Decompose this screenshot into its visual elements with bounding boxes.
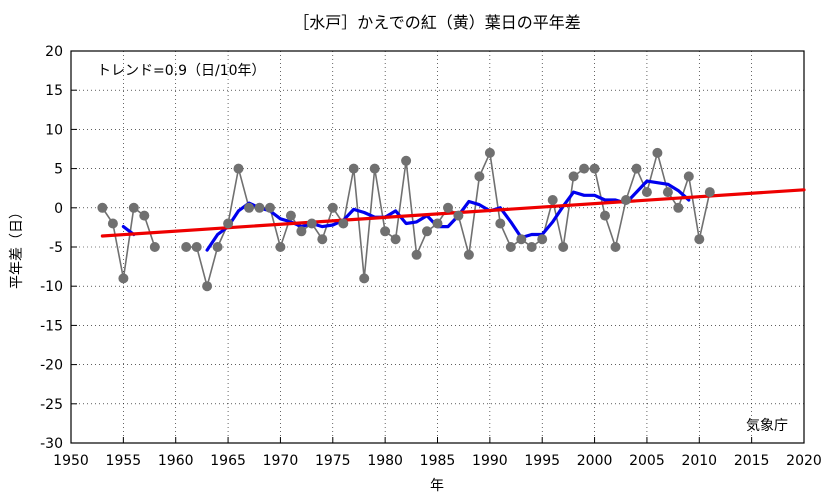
observed-point — [191, 242, 202, 252]
axis-ticks: 1950 1955 1960 1965 1970 1975 1980 1985 1990 1995… — [40, 44, 822, 469]
observed-point — [600, 210, 610, 221]
observed-point — [579, 163, 590, 174]
observed-point — [317, 234, 328, 245]
x-tick-label: 2000 — [577, 453, 613, 469]
observed-point — [589, 163, 600, 174]
observed-point — [631, 163, 642, 174]
observed-point — [683, 171, 694, 182]
x-tick-label: 2015 — [734, 453, 770, 469]
observed-point — [223, 218, 234, 229]
observed-point — [474, 171, 485, 182]
observed-point — [526, 242, 537, 252]
x-tick-label: 2005 — [629, 453, 665, 469]
y-tick-label: -25 — [40, 397, 63, 413]
observed-point — [139, 210, 150, 221]
y-tick-label: 20 — [45, 44, 63, 60]
observed-point — [610, 242, 621, 252]
observed-point — [380, 226, 391, 237]
observed-point — [662, 187, 673, 198]
x-tick-label: 1960 — [158, 453, 194, 469]
observed-point — [244, 202, 254, 213]
y-tick-label: 15 — [45, 83, 63, 99]
observed-point — [673, 202, 684, 213]
observed-point — [107, 218, 118, 229]
trend-line — [100, 188, 806, 238]
observed-point — [212, 242, 223, 252]
observed-point — [621, 195, 631, 205]
observed-point — [254, 202, 265, 213]
y-tick-label: 5 — [54, 162, 63, 178]
x-tick-label: 1990 — [472, 453, 508, 469]
observed-point — [306, 218, 317, 229]
observed-point — [495, 218, 506, 229]
observed-point — [118, 273, 129, 284]
observed-point — [641, 187, 652, 198]
y-axis-label: 平年差（日） — [9, 205, 25, 289]
observed-point — [694, 234, 705, 245]
x-tick-label: 2020 — [786, 453, 822, 469]
y-tick-label: 10 — [45, 122, 63, 138]
observed-point — [453, 210, 464, 221]
observed-point — [411, 249, 422, 260]
observed-point — [233, 163, 244, 174]
x-tick-label: 2010 — [681, 453, 717, 469]
observed-point — [275, 242, 286, 252]
y-tick-label: 0 — [54, 201, 63, 217]
y-tick-label: -20 — [40, 358, 63, 374]
observed-point — [348, 163, 359, 174]
observed-point — [505, 242, 516, 252]
observed-point — [97, 202, 108, 213]
x-tick-label: 1970 — [263, 453, 299, 469]
observed-point — [516, 234, 527, 245]
observed-point — [401, 155, 412, 166]
chart-title: ［水戸］かえでの紅（黄）葉日の平年差 — [293, 13, 581, 32]
x-tick-label: 1975 — [315, 453, 351, 469]
observed-point — [568, 171, 579, 182]
moving_avg-line — [205, 179, 691, 252]
observed-point — [285, 210, 296, 221]
trend-annotation: トレンド=0.9（日/10年） — [97, 63, 266, 79]
observed-point — [128, 202, 139, 213]
observed-point — [296, 226, 307, 237]
observed-point — [558, 242, 569, 252]
observed-point — [422, 226, 432, 237]
y-tick-label: -5 — [49, 240, 63, 256]
x-tick-label: 1995 — [524, 453, 560, 469]
x-tick-label: 1965 — [210, 453, 246, 469]
observed-point — [432, 218, 443, 229]
observed-point — [202, 281, 213, 292]
source-label: 気象庁 — [746, 418, 788, 434]
observed-point — [149, 242, 160, 252]
observed-point — [484, 147, 495, 158]
observed-point — [537, 234, 548, 245]
observed-point — [463, 249, 474, 260]
observed-point — [443, 202, 453, 213]
y-tick-label: -10 — [40, 279, 63, 295]
x-axis-label: 年 — [430, 478, 444, 494]
x-tick-label: 1980 — [367, 453, 403, 469]
x-tick-label: 1955 — [106, 453, 142, 469]
observed-point — [327, 202, 338, 213]
x-tick-label: 1985 — [420, 453, 456, 469]
observed-point — [704, 187, 715, 198]
observed-point — [181, 242, 192, 252]
observed-point — [390, 234, 401, 245]
observed-point — [359, 273, 370, 284]
observed-point — [265, 202, 275, 213]
chart-marks — [97, 147, 806, 292]
observed-point — [369, 163, 380, 174]
observed-point — [547, 195, 558, 205]
y-tick-label: -15 — [40, 318, 63, 334]
x-tick-label: 1950 — [53, 453, 89, 469]
observed-point — [652, 147, 663, 158]
y-tick-label: -30 — [40, 436, 63, 452]
observed-point — [338, 218, 349, 229]
